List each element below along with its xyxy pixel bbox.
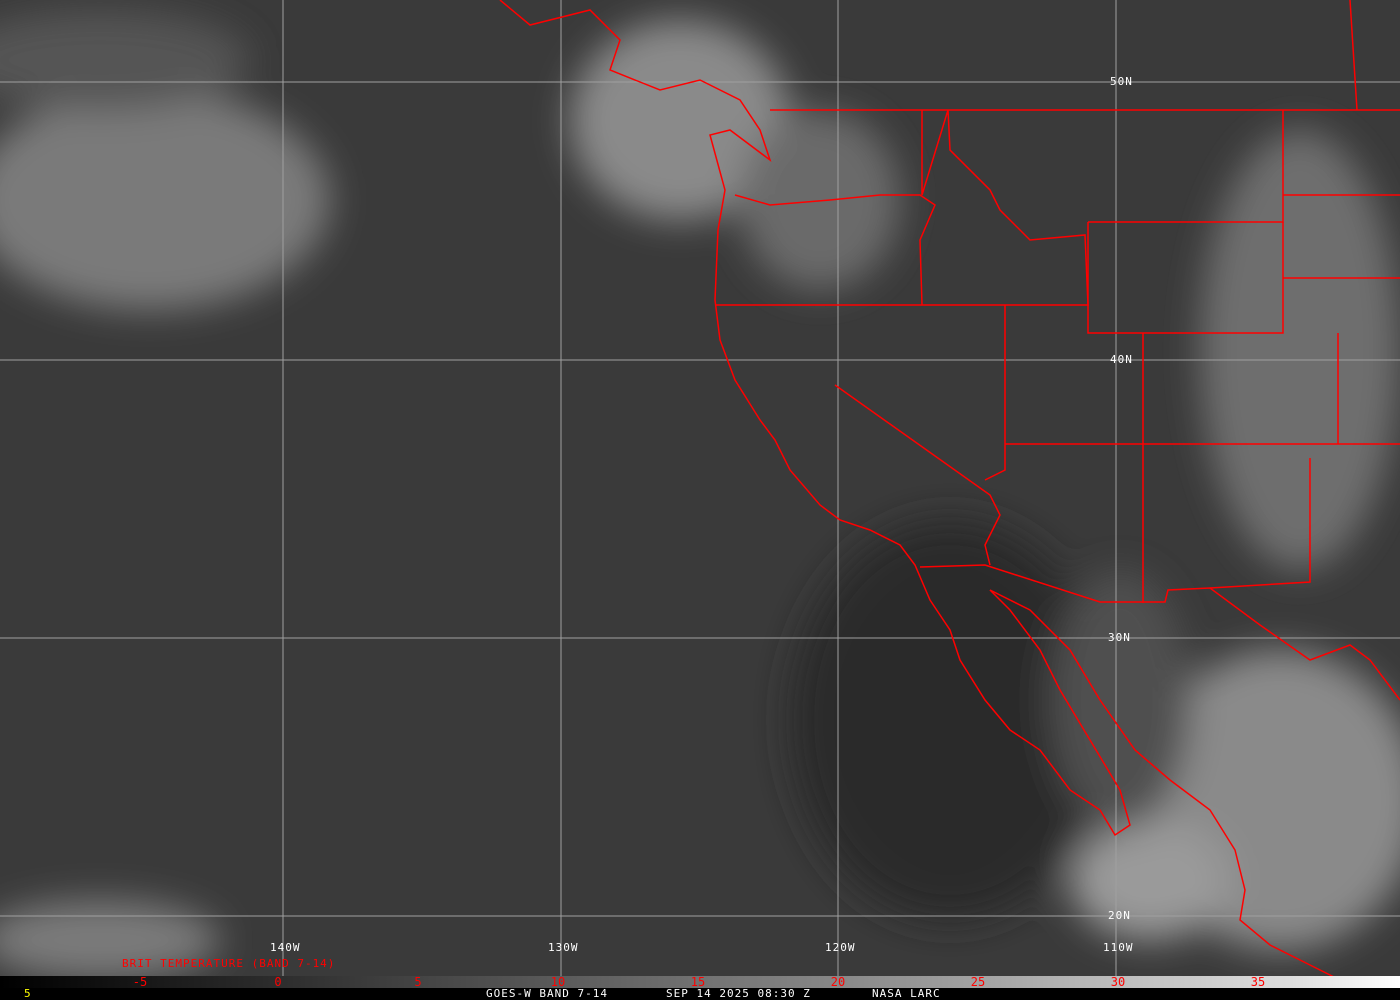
graticule bbox=[0, 0, 1400, 976]
footer-bar: 5 GOES-W BAND 7-14 SEP 14 2025 08:30 Z N… bbox=[0, 987, 1400, 1000]
scale-tick: 35 bbox=[1250, 975, 1266, 989]
map-overlay bbox=[0, 0, 1400, 976]
lon-label-110w: 110W bbox=[1103, 941, 1134, 954]
source-label: NASA LARC bbox=[872, 987, 941, 1000]
lon-label-130w: 130W bbox=[548, 941, 579, 954]
mainland-mexico-coast bbox=[989, 589, 1334, 976]
color-scale-bar bbox=[0, 976, 1400, 988]
nv-east bbox=[984, 305, 1006, 481]
political-borders bbox=[499, 0, 1400, 976]
scale-tick: 20 bbox=[830, 975, 846, 989]
satellite-label: GOES-W BAND 7-14 bbox=[486, 987, 608, 1000]
ca-nv-border bbox=[834, 384, 1001, 566]
cloud-layer bbox=[0, 10, 1400, 976]
scale-tick: -5 bbox=[132, 975, 148, 989]
datetime-label: SEP 14 2025 08:30 Z bbox=[666, 987, 811, 1000]
satellite-image: 50N 40N 30N 20N 140W 130W 120W 110W BRIT… bbox=[0, 0, 1400, 976]
wa-or-border bbox=[734, 194, 936, 306]
scale-tick: 25 bbox=[970, 975, 986, 989]
legend-title: BRIT TEMPERATURE (BAND 7-14) bbox=[122, 957, 336, 970]
scale-tick: 30 bbox=[1110, 975, 1126, 989]
lat-label-20n: 20N bbox=[1108, 909, 1131, 922]
mexico-border bbox=[919, 564, 1400, 701]
id-mt bbox=[921, 109, 1089, 306]
scale-tick: 15 bbox=[690, 975, 706, 989]
lat-label-40n: 40N bbox=[1110, 353, 1133, 366]
lon-label-120w: 120W bbox=[825, 941, 856, 954]
scale-tick: 5 bbox=[414, 975, 422, 989]
scale-tick: 10 bbox=[550, 975, 566, 989]
lat-label-50n: 50N bbox=[1110, 75, 1133, 88]
lat-label-30n: 30N bbox=[1108, 631, 1131, 644]
coastline bbox=[499, 0, 1131, 837]
corner-label: 5 bbox=[24, 987, 32, 1000]
scale-tick: 0 bbox=[274, 975, 282, 989]
state-grid bbox=[1005, 0, 1400, 603]
lon-label-140w: 140W bbox=[270, 941, 301, 954]
